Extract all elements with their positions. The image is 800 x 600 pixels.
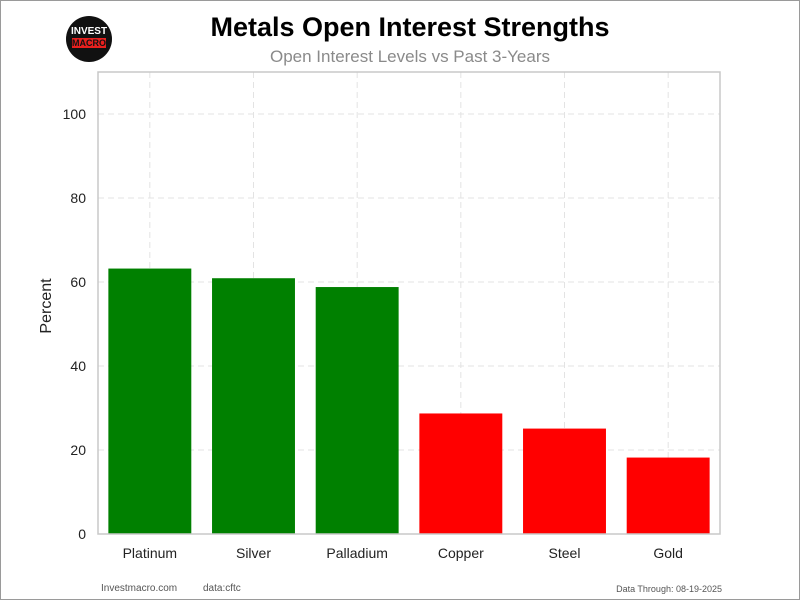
y-tick-label: 80	[70, 190, 86, 206]
bar-gold	[626, 457, 710, 534]
y-tick-label: 20	[70, 442, 86, 458]
x-tick-label: Platinum	[123, 545, 177, 561]
x-tick-label: Silver	[236, 545, 271, 561]
logo-text-invest: INVEST	[70, 26, 108, 37]
bar-palladium	[315, 287, 399, 534]
chart-subtitle: Open Interest Levels vs Past 3-Years	[269, 47, 551, 66]
footer-site: Investmacro.com	[101, 583, 178, 594]
bar-steel	[523, 428, 606, 534]
y-tick-label: 40	[70, 358, 86, 374]
plot-border	[97, 71, 721, 535]
y-tick-label: 100	[63, 106, 87, 122]
bar-silver	[212, 278, 295, 534]
y-tick-label: 60	[70, 274, 86, 290]
logo-text-macro: MACRO	[72, 38, 106, 48]
x-tick-label: Palladium	[326, 545, 387, 561]
chart-title: Metals Open Interest Strengths	[210, 12, 610, 42]
bar-platinum	[108, 268, 192, 534]
plot-area	[98, 72, 720, 534]
x-tick-label: Gold	[653, 545, 683, 561]
x-tick-label: Steel	[549, 545, 581, 561]
y-tick-label: 0	[78, 526, 86, 542]
footer-source: data:cftc	[203, 583, 241, 594]
x-tick-label: Copper	[438, 545, 484, 561]
investmacro-logo: INVEST MACRO	[66, 16, 112, 62]
footer-date: Data Through: 08-19-2025	[616, 584, 722, 594]
bar-copper	[419, 413, 503, 534]
